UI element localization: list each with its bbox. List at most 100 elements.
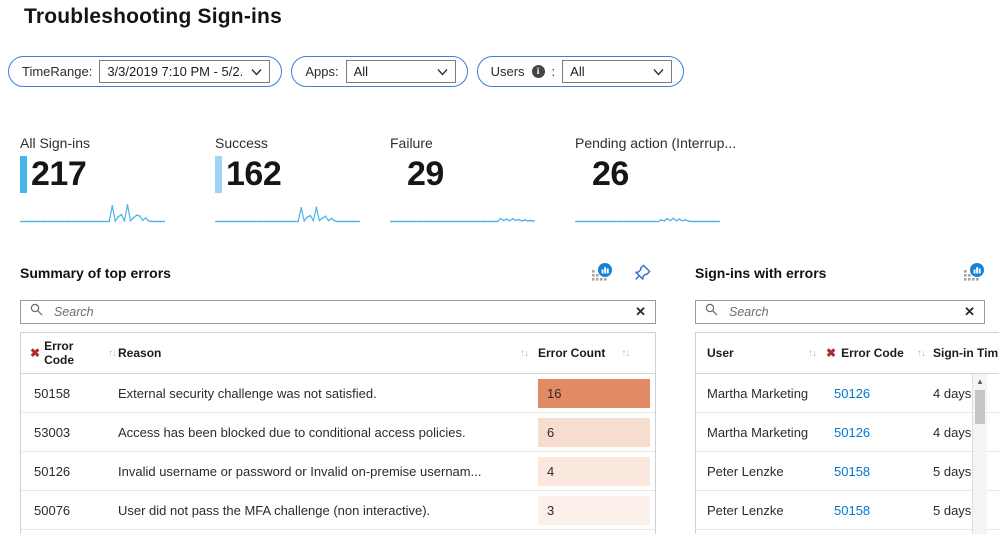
- search-icon: [30, 303, 43, 321]
- column-header-user[interactable]: User: [707, 346, 734, 360]
- cell-error-code: 50158: [826, 464, 933, 479]
- time-range-label: TimeRange:: [22, 64, 93, 79]
- table-row[interactable]: Martha Marketing 50126 4 days: [696, 374, 999, 413]
- column-header-reason[interactable]: Reason: [118, 346, 162, 360]
- stat-tile-value-row: 29: [390, 156, 535, 193]
- table-header-row: ✖ Error Code ↑↓ Reason ↑↓ Error Count ↑↓: [21, 333, 655, 374]
- apps-label: Apps:: [305, 64, 339, 79]
- error-code-link[interactable]: 50158: [834, 502, 871, 518]
- error-count-heat-cell: 4: [538, 456, 650, 486]
- table-row[interactable]: 50158 External security challenge was not…: [21, 374, 655, 413]
- stat-tile[interactable]: All Sign-ins 217: [20, 135, 165, 226]
- search-input[interactable]: [52, 304, 627, 320]
- table-row[interactable]: Peter Lenzke 50158 5 days: [696, 452, 999, 491]
- error-code-link[interactable]: 50126: [834, 385, 871, 401]
- chart-view-icon[interactable]: [592, 263, 613, 287]
- apps-filter: Apps: All: [291, 56, 468, 87]
- cell-error-code: 50126: [826, 425, 933, 440]
- table-row[interactable]: 53003 Access has been blocked due to cond…: [21, 413, 655, 452]
- table-row[interactable]: Peter Lenzke 50158 5 days: [696, 491, 999, 530]
- sort-icon[interactable]: ↑↓: [916, 347, 926, 359]
- table-row[interactable]: 50126 Invalid username or password or Inv…: [21, 452, 655, 491]
- chevron-down-icon: [437, 68, 448, 76]
- cell-reason: User did not pass the MFA challenge (non…: [118, 502, 431, 518]
- top-errors-table: ✖ Error Code ↑↓ Reason ↑↓ Error Count ↑↓…: [20, 332, 656, 534]
- users-select[interactable]: All: [562, 60, 673, 83]
- error-x-icon: ✖: [30, 346, 41, 360]
- users-separator: :: [551, 64, 556, 79]
- summary-of-top-errors-panel: Summary of top errors: [20, 263, 656, 534]
- stat-tile-bar: [20, 156, 27, 193]
- time-range-select[interactable]: 3/3/2019 7:10 PM - 5/2...: [99, 60, 271, 83]
- table-filler-row: [696, 530, 999, 534]
- column-header-error-code[interactable]: Error Code: [841, 346, 904, 360]
- users-value: All: [570, 64, 585, 79]
- stat-tile[interactable]: Failure 29: [390, 135, 535, 226]
- sort-icon[interactable]: ↑↓: [520, 347, 529, 359]
- scrollbar-thumb[interactable]: [975, 390, 985, 424]
- cell-error-count: 3: [538, 495, 655, 525]
- cell-error-count: 6: [538, 417, 655, 447]
- table-header-row: User ↑↓ ✖ Error Code ↑↓ Sign-in Tim: [696, 333, 999, 374]
- search-box: ✕: [20, 300, 656, 324]
- stat-tile[interactable]: Success 162: [215, 135, 360, 226]
- info-icon[interactable]: i: [531, 65, 545, 78]
- stat-tile-value: 29: [407, 155, 444, 193]
- time-range-filter: TimeRange: 3/3/2019 7:10 PM - 5/2...: [8, 56, 283, 87]
- page-title: Troubleshooting Sign-ins: [24, 5, 282, 28]
- cell-error-code: 53003: [34, 424, 71, 440]
- panel-header: Sign-ins with errors: [695, 263, 999, 283]
- error-code-link[interactable]: 50126: [834, 424, 871, 440]
- cell-signin-time: 4 days: [933, 424, 972, 440]
- cell-reason: Invalid username or password or Invalid …: [118, 463, 482, 479]
- stat-tile-bar: [215, 156, 222, 193]
- panel-title: Sign-ins with errors: [695, 265, 827, 281]
- cell-user: Martha Marketing: [707, 385, 809, 401]
- cell-reason: External security challenge was not sati…: [118, 385, 377, 401]
- panel-header: Summary of top errors: [20, 263, 656, 283]
- apps-value: All: [353, 64, 369, 79]
- stat-tile-value: 26: [592, 155, 629, 193]
- sort-icon[interactable]: ↑↓: [621, 347, 630, 359]
- stat-tile-sparkline: [575, 217, 720, 223]
- column-header-error-count[interactable]: Error Count: [538, 346, 606, 360]
- error-count-heat-cell: 16: [538, 378, 650, 408]
- search-icon: [705, 303, 718, 321]
- search-box: ✕: [695, 300, 985, 324]
- table-filler-row: [21, 530, 655, 534]
- search-input[interactable]: [727, 304, 956, 320]
- error-count-heat-cell: 6: [538, 417, 650, 447]
- error-code-link[interactable]: 50158: [834, 463, 871, 479]
- stat-tile-value: 162: [226, 155, 282, 193]
- pin-icon[interactable]: [633, 263, 652, 287]
- stat-tile-sparkline: [215, 206, 360, 223]
- stat-tile-sparkline: [390, 217, 535, 223]
- clear-search-icon[interactable]: ✕: [964, 304, 975, 319]
- cell-error-code: 50126: [34, 463, 71, 479]
- sign-ins-errors-table: User ↑↓ ✖ Error Code ↑↓ Sign-in Tim Mart…: [695, 332, 999, 534]
- vertical-scrollbar[interactable]: ▲ ▼: [972, 374, 987, 534]
- cell-signin-time: 5 days: [933, 463, 972, 479]
- scroll-up-icon[interactable]: ▲: [976, 377, 984, 386]
- stat-tile[interactable]: Pending action (Interrup... 26: [575, 135, 736, 226]
- cell-reason: Access has been blocked due to condition…: [118, 424, 466, 440]
- column-header-error-code[interactable]: Error Code: [44, 339, 75, 367]
- table-row[interactable]: 50076 User did not pass the MFA challenge…: [21, 491, 655, 530]
- apps-select[interactable]: All: [345, 60, 456, 83]
- clear-search-icon[interactable]: ✕: [635, 304, 646, 319]
- stat-tile-label: All Sign-ins: [20, 135, 91, 151]
- sort-icon[interactable]: ↑↓: [108, 347, 117, 359]
- table-row[interactable]: Martha Marketing 50126 4 days: [696, 413, 999, 452]
- cell-error-code: 50076: [34, 502, 71, 518]
- chart-view-icon[interactable]: [964, 263, 985, 287]
- column-header-signin-time[interactable]: Sign-in Tim: [933, 346, 999, 360]
- cell-user: Martha Marketing: [707, 424, 809, 440]
- stat-tile-bar: [390, 156, 403, 193]
- cell-user: Peter Lenzke: [707, 463, 784, 479]
- error-count-heat-cell: 3: [538, 495, 650, 525]
- sort-icon[interactable]: ↑↓: [808, 347, 817, 359]
- cell-error-code: 50126: [826, 386, 933, 401]
- cell-signin-time: 5 days: [933, 502, 972, 518]
- error-x-icon: ✖: [826, 346, 837, 360]
